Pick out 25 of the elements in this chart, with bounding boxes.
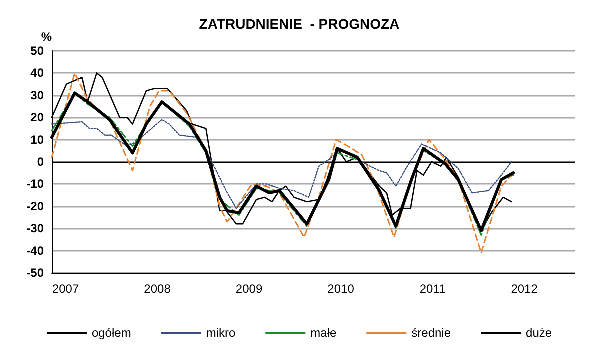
y-tick-label: 20 — [30, 110, 44, 125]
y-tick-label: -10 — [26, 177, 44, 192]
x-tick-label: 2011 — [420, 282, 446, 296]
y-tick-label: 10 — [30, 132, 44, 147]
line-series — [51, 119, 512, 210]
y-tick-label: 40 — [30, 66, 44, 80]
y-tick-label: 50 — [30, 44, 44, 58]
legend-label: duże — [526, 326, 552, 340]
x-tick-label: 2008 — [144, 282, 172, 296]
y-tick-label: 0 — [37, 155, 44, 169]
x-tick-label: 2010 — [328, 282, 355, 296]
y-axis-title: % — [41, 30, 52, 44]
x-tick-label: 2009 — [236, 282, 263, 296]
legend-label: ogółem — [92, 326, 132, 340]
x-tick-label: 2007 — [52, 282, 80, 296]
y-tick-label: -20 — [26, 199, 44, 214]
legend-label: małe — [310, 326, 337, 340]
y-tick-label: -50 — [26, 266, 44, 280]
y-tick-label: -30 — [26, 222, 44, 236]
legend-label: mikro — [206, 326, 236, 340]
y-tick-label: 30 — [30, 88, 44, 102]
chart-title: ZATRUDNIENIE - PROGNOZA — [199, 16, 400, 32]
legend-label: średnie — [412, 326, 452, 340]
x-tick-label: 2012 — [511, 282, 538, 296]
y-tick-label: -40 — [26, 244, 44, 258]
